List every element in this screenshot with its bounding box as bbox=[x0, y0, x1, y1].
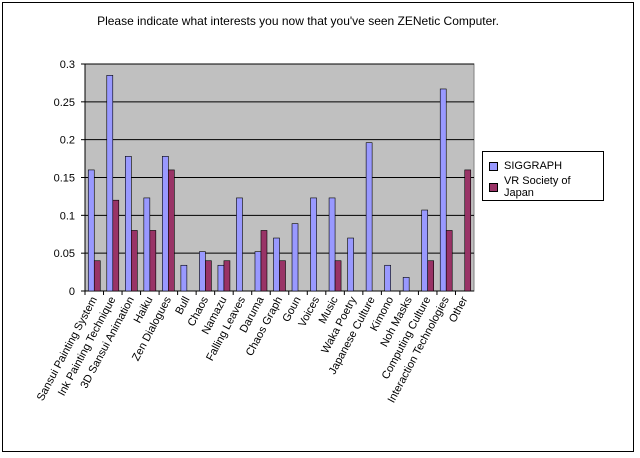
bar-siggraph bbox=[199, 251, 206, 292]
y-tick-label: 0.25 bbox=[54, 97, 75, 109]
bar-vr-society bbox=[279, 260, 286, 292]
legend-swatch-siggraph bbox=[489, 161, 498, 171]
bar-siggraph bbox=[162, 156, 169, 292]
bar-siggraph bbox=[439, 88, 447, 292]
y-tick-label: 0 bbox=[69, 286, 75, 298]
bar-siggraph bbox=[384, 264, 391, 292]
bar-vr-society bbox=[149, 230, 157, 292]
bar-siggraph bbox=[421, 209, 428, 292]
bar-siggraph bbox=[365, 142, 373, 292]
bar-siggraph bbox=[310, 197, 317, 292]
bar-vr-society bbox=[168, 169, 175, 292]
y-tick-label: 0.2 bbox=[60, 135, 75, 147]
bar-vr-society bbox=[131, 230, 138, 292]
bar-siggraph bbox=[328, 197, 336, 292]
bar-siggraph bbox=[180, 264, 188, 292]
category-label: Other bbox=[447, 294, 471, 324]
legend-item-vr-society: VR Society of Japan bbox=[489, 175, 603, 199]
legend-label-vr-society: VR Society of Japan bbox=[503, 175, 571, 199]
legend-swatch-vr-society bbox=[489, 182, 498, 192]
bar-siggraph bbox=[291, 223, 299, 292]
legend-item-siggraph: SIGGRAPH bbox=[489, 159, 562, 173]
bar-siggraph bbox=[217, 264, 225, 292]
bar-siggraph bbox=[143, 197, 151, 292]
bar-siggraph bbox=[402, 277, 410, 292]
y-tick-label: 0.05 bbox=[54, 248, 75, 260]
bar-siggraph bbox=[106, 75, 114, 292]
y-tick-label: 0.15 bbox=[54, 173, 75, 185]
bar-vr-society bbox=[334, 260, 342, 292]
legend-label-siggraph: SIGGRAPH bbox=[504, 160, 563, 172]
bar-vr-society bbox=[223, 260, 231, 292]
bar-vr-society bbox=[445, 230, 453, 292]
bar-vr-society bbox=[93, 260, 101, 292]
bar-siggraph bbox=[125, 156, 132, 292]
bar-vr-society bbox=[427, 260, 434, 292]
bar-siggraph bbox=[273, 237, 280, 292]
bar-vr-society bbox=[464, 169, 472, 292]
bar-siggraph bbox=[254, 251, 262, 292]
bar-vr-society bbox=[205, 260, 212, 292]
bar-siggraph bbox=[236, 197, 243, 292]
bar-vr-society bbox=[112, 199, 120, 292]
y-tick-label: 0.3 bbox=[60, 59, 75, 71]
y-tick-label: 0.1 bbox=[60, 210, 75, 222]
chart-title: Please indicate what interests you now t… bbox=[97, 14, 499, 28]
bar-siggraph bbox=[87, 169, 95, 292]
bar-siggraph bbox=[347, 237, 354, 292]
bar-vr-society bbox=[260, 230, 268, 292]
chart-legend: SIGGRAPH VR Society of Japan bbox=[482, 151, 604, 201]
